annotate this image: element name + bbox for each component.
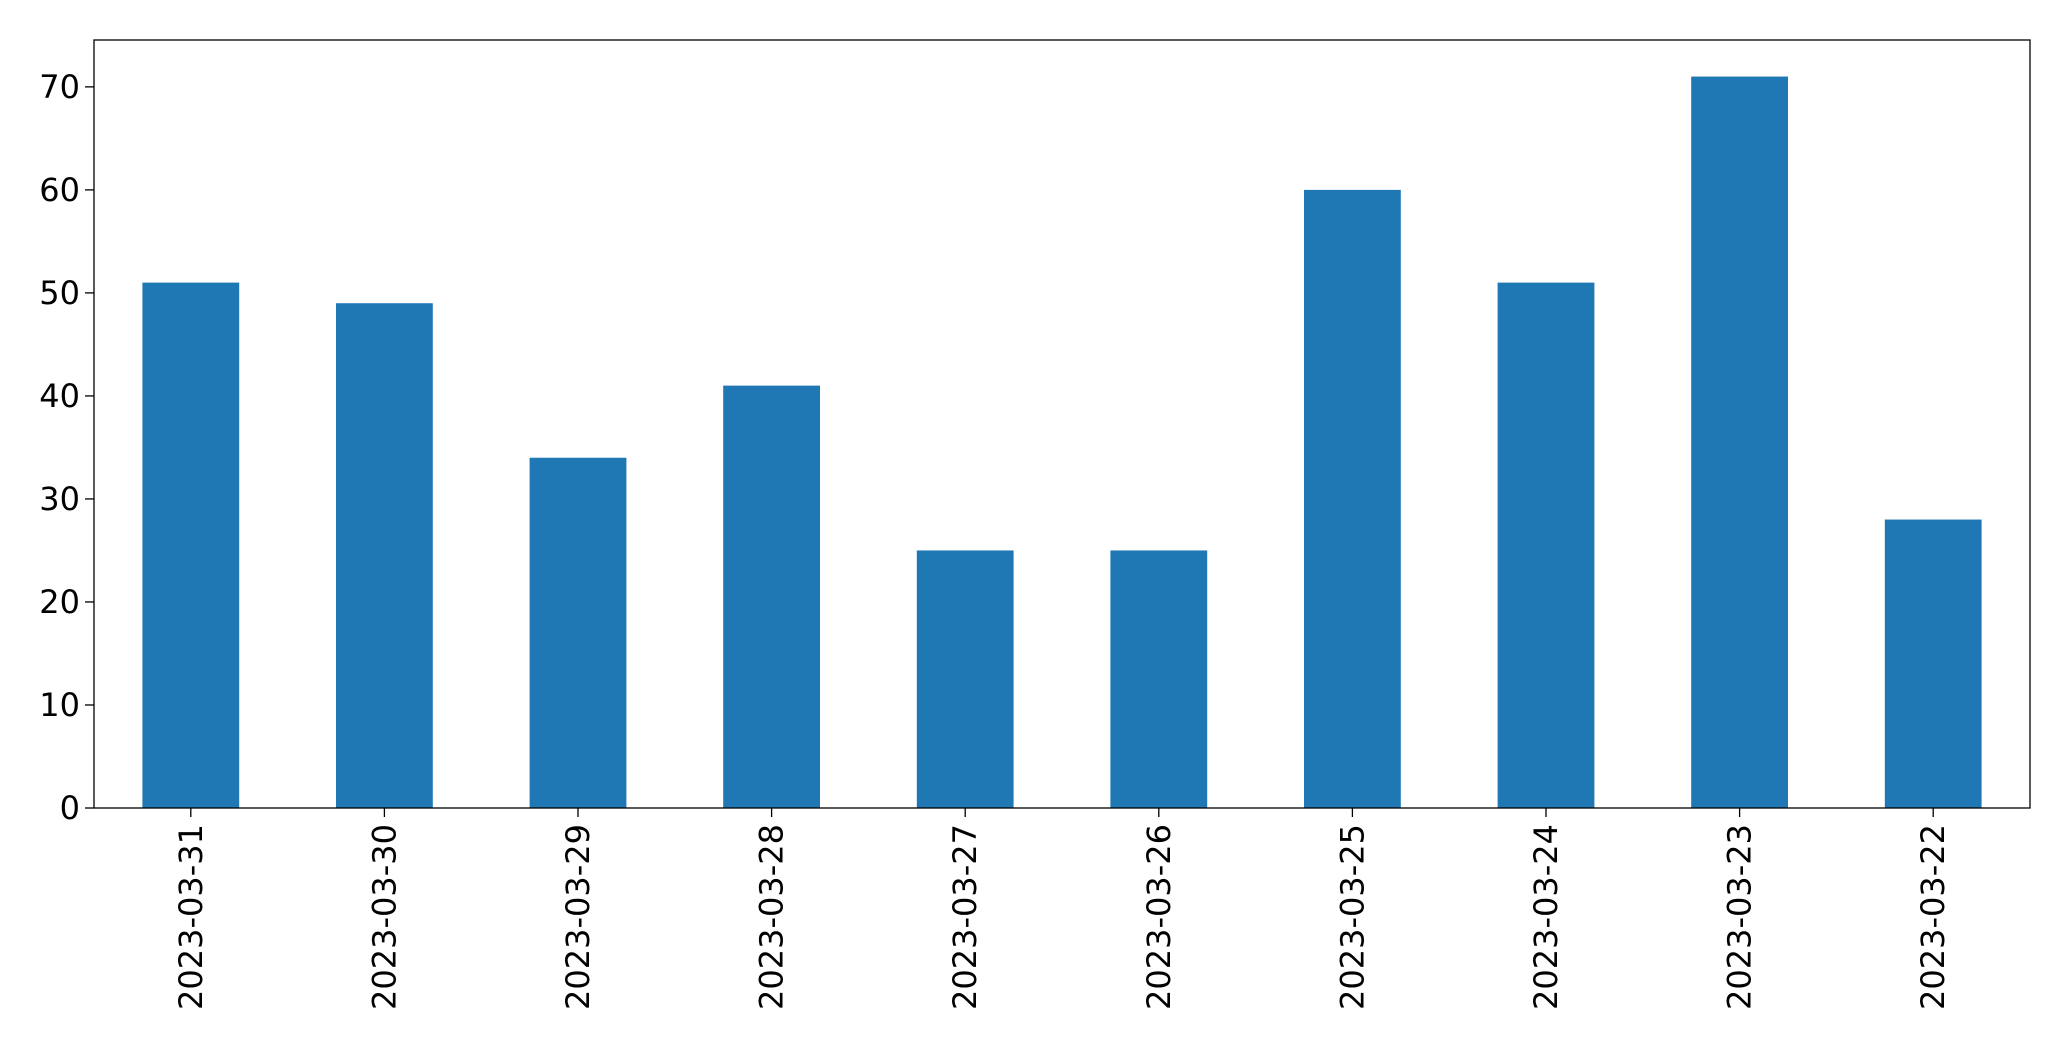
y-tick-label: 10 bbox=[39, 686, 80, 724]
x-tick-label: 2023-03-24 bbox=[1527, 824, 1565, 1010]
x-tick-label: 2023-03-25 bbox=[1333, 824, 1371, 1010]
y-tick-label: 50 bbox=[39, 274, 80, 312]
x-tick-label: 2023-03-27 bbox=[946, 824, 984, 1010]
x-tick-label: 2023-03-22 bbox=[1914, 824, 1952, 1010]
bar bbox=[142, 282, 240, 808]
x-tick-label: 2023-03-29 bbox=[559, 824, 597, 1010]
x-tick-label: 2023-03-23 bbox=[1721, 824, 1759, 1010]
bar bbox=[336, 303, 433, 808]
bar bbox=[1691, 76, 1788, 809]
y-tick-label: 40 bbox=[39, 377, 80, 415]
bar bbox=[1110, 550, 1208, 808]
x-tick-label: 2023-03-30 bbox=[365, 824, 403, 1010]
bar bbox=[1497, 282, 1595, 808]
x-tick-label: 2023-03-28 bbox=[753, 824, 791, 1010]
y-tick-label: 60 bbox=[39, 171, 80, 209]
bar bbox=[1304, 189, 1401, 808]
bar bbox=[723, 385, 820, 808]
x-tick-label: 2023-03-31 bbox=[172, 824, 210, 1010]
y-tick-label: 70 bbox=[39, 68, 80, 106]
y-tick-label: 20 bbox=[39, 583, 80, 621]
bar bbox=[1884, 519, 1982, 808]
bar bbox=[529, 457, 627, 808]
y-tick-label: 0 bbox=[60, 789, 80, 827]
bar bbox=[916, 550, 1014, 808]
axes-frame bbox=[93, 39, 2031, 809]
x-tick-label: 2023-03-26 bbox=[1140, 824, 1178, 1010]
y-tick-label: 30 bbox=[39, 480, 80, 518]
